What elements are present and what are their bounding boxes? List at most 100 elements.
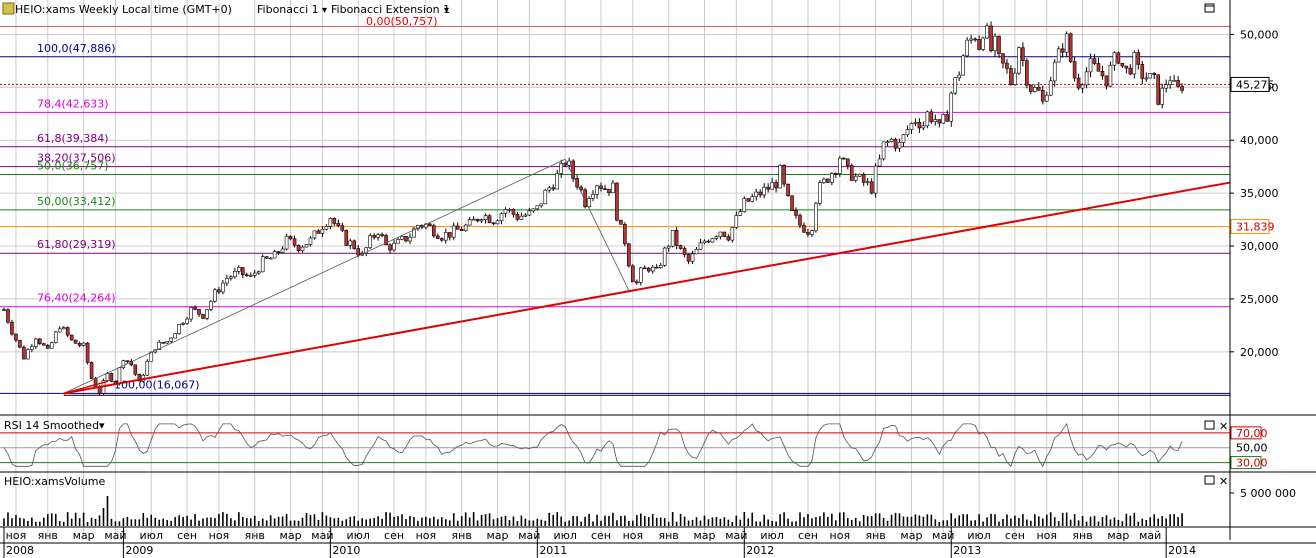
level-price-label: 31,839 — [1236, 221, 1275, 234]
candle-body — [396, 239, 400, 244]
rsi-level-label: 30,00 — [1236, 457, 1268, 470]
candle-body — [499, 213, 504, 222]
fib-level-label: 38,20(37,506) — [37, 152, 116, 165]
fibonacci-tool-label[interactable]: Fibonacci 1 — [257, 3, 319, 16]
instrument-icon[interactable] — [2, 2, 15, 15]
trend-overlay — [63, 158, 1231, 396]
candle-body — [1068, 33, 1073, 62]
candle-body — [69, 334, 74, 341]
year-label: 2009 — [125, 544, 153, 557]
candle-body — [1056, 48, 1061, 63]
candle-body — [989, 25, 993, 52]
candle-body — [201, 313, 205, 319]
month-label: май — [518, 529, 540, 542]
candle-body — [666, 245, 671, 249]
volume-title: HEIO:xamsVolume — [4, 475, 105, 488]
fibonacci-dropdown-icon[interactable]: ▾ — [322, 5, 327, 16]
price-tick-label: 40,000 — [1240, 134, 1279, 147]
candle-body — [567, 160, 571, 166]
candle-body — [869, 181, 874, 194]
month-label: мар — [1107, 529, 1129, 542]
candle-body — [941, 114, 946, 124]
candle-body — [229, 276, 233, 279]
candle-body — [1164, 84, 1168, 89]
candle-body — [177, 324, 181, 334]
candle-body — [973, 38, 977, 41]
candle-body — [798, 215, 802, 226]
candle-body — [1112, 52, 1117, 66]
volume-panel: HEIO:xamsVolume 5 000 000 ✕ — [3, 475, 1296, 526]
candle-body — [897, 142, 902, 149]
candle-body — [495, 220, 500, 225]
candle-body — [591, 194, 595, 199]
month-label: сен — [177, 529, 197, 542]
candle-body — [714, 236, 719, 239]
candle-body — [65, 327, 70, 336]
candle-body — [129, 360, 134, 366]
candle-body — [865, 181, 870, 184]
candle-body — [193, 307, 197, 310]
candle-body — [1072, 61, 1077, 79]
candle-body — [18, 339, 22, 348]
extension-dropdown-icon[interactable]: ▾ — [444, 5, 449, 16]
candle-body — [917, 122, 922, 129]
candle-body — [845, 158, 850, 166]
candle-body — [1037, 87, 1041, 91]
candle-body — [595, 185, 599, 195]
candle-body — [368, 235, 372, 249]
candle-body — [447, 232, 452, 238]
candle-body — [623, 224, 627, 245]
maximize-icon[interactable] — [1204, 3, 1215, 13]
rsi-title: RSI 14 Smoothed▾ — [4, 419, 105, 432]
candle-body — [1116, 52, 1121, 64]
candle-body — [551, 187, 556, 190]
candle-body — [268, 257, 273, 260]
trend-line — [63, 181, 1231, 395]
month-label: янв — [38, 529, 58, 542]
candle-body — [471, 218, 476, 221]
rsi-maximize-icon — [1204, 420, 1215, 430]
candle-body — [197, 309, 201, 315]
rsi-level-label: 70,00 — [1236, 427, 1268, 440]
candle-body — [754, 191, 759, 197]
candle-body — [189, 307, 193, 320]
candle-body — [463, 224, 468, 231]
candle-body — [1005, 62, 1009, 69]
candle-body — [384, 235, 388, 246]
candle-body — [1048, 80, 1053, 96]
candle-body — [300, 246, 305, 251]
candle-body — [698, 242, 703, 250]
candle-body — [81, 342, 86, 346]
candle-body — [491, 222, 496, 225]
candle-body — [873, 165, 878, 194]
candle-body — [961, 55, 965, 76]
candle-body — [340, 225, 345, 231]
candle-body — [1001, 53, 1005, 64]
month-label: янв — [865, 529, 885, 542]
candle-body — [559, 163, 564, 174]
candle-body — [479, 219, 484, 222]
month-label: сен — [1005, 529, 1025, 542]
candle-body — [650, 266, 655, 272]
fibonacci-extension-label[interactable]: Fibonacci Extension 1 — [331, 3, 450, 16]
candle-body — [1144, 77, 1149, 80]
candle-body — [1009, 68, 1013, 85]
candle-body — [14, 333, 18, 341]
instrument-title[interactable]: HEIO:xams Weekly Local time (GMT+0) — [15, 3, 232, 16]
fib-level-label: 100,0(47,886) — [37, 42, 116, 55]
candle-body — [165, 341, 169, 344]
candle-body — [718, 231, 723, 237]
candle-body — [412, 228, 416, 238]
candle-body — [762, 186, 766, 196]
candle-body — [392, 242, 396, 251]
candle-body — [877, 158, 882, 167]
candle-body — [1076, 77, 1081, 89]
fib-level-label: 100,00(16,067) — [114, 378, 200, 391]
candle-body — [981, 37, 985, 50]
candle-body — [244, 274, 249, 277]
candle-body — [690, 253, 695, 262]
candle-body — [742, 198, 747, 212]
candle-body — [738, 211, 743, 216]
candle-body — [284, 235, 289, 250]
candle-body — [1128, 67, 1133, 75]
